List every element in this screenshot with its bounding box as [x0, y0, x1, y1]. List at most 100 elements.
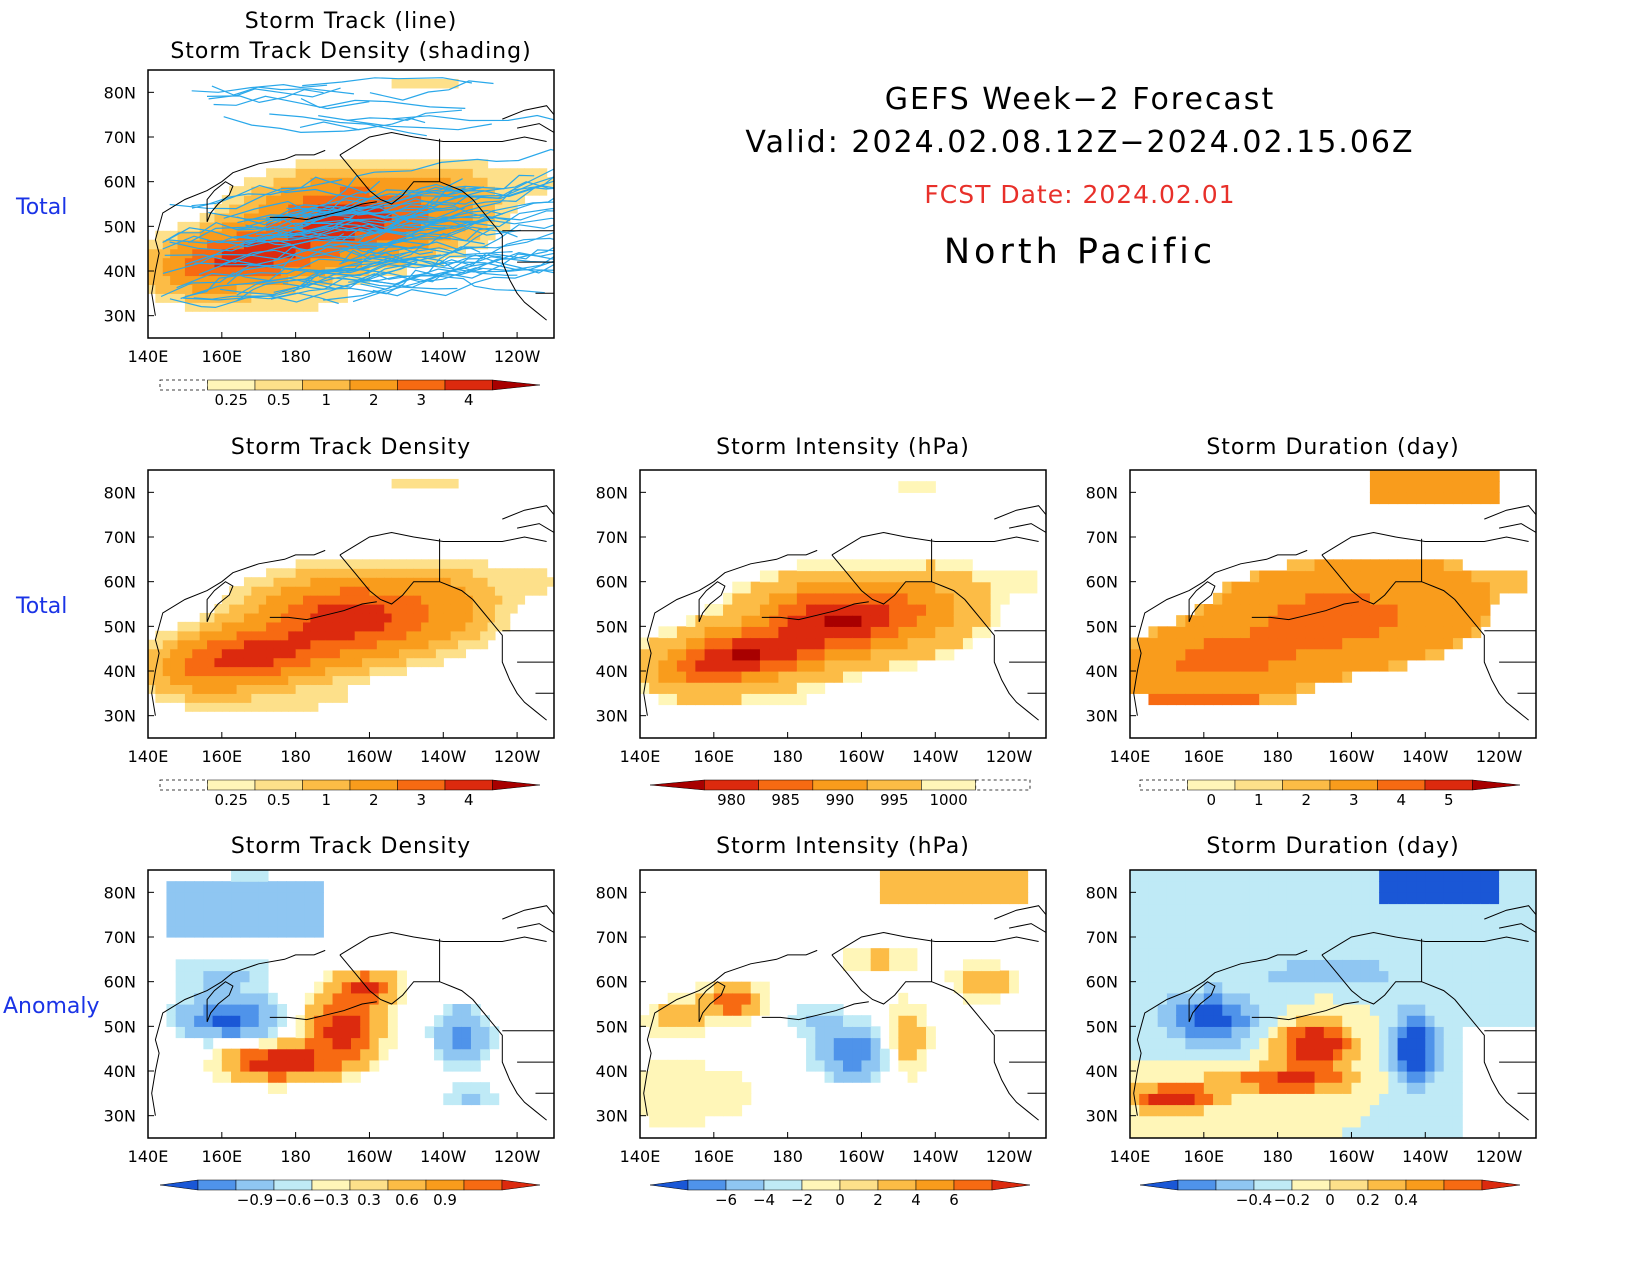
density-cell: [288, 595, 297, 605]
grid-cell: [1508, 948, 1519, 960]
density-cell: [354, 630, 363, 641]
density-cell: [303, 257, 311, 268]
grid-cell: [759, 615, 770, 627]
grid-cell: [750, 592, 761, 605]
density-cell: [170, 657, 179, 668]
grid-cell: [870, 637, 881, 650]
lon-label: 180: [1262, 1147, 1293, 1166]
grid-cell: [1517, 870, 1528, 882]
grid-cell: [1406, 1048, 1417, 1061]
density-cell: [280, 577, 289, 587]
lon-label: 120W: [494, 747, 541, 766]
grid-cell: [1323, 1082, 1334, 1094]
grid-cell: [916, 592, 927, 605]
grid-cell: [1185, 881, 1196, 893]
grid-cell: [1157, 1004, 1168, 1016]
grid-cell: [332, 970, 343, 983]
grid-cell: [1499, 892, 1509, 905]
grid-cell: [1277, 671, 1288, 683]
density-cell: [347, 621, 356, 632]
density-cell: [347, 568, 356, 578]
grid-cell: [1452, 1037, 1463, 1050]
grid-cell: [833, 1071, 844, 1083]
density-cell: [273, 639, 282, 650]
grid-cell: [1508, 570, 1519, 583]
grid-cell: [953, 981, 964, 994]
grid-cell: [1277, 648, 1288, 661]
lat-label: 50N: [104, 1017, 136, 1036]
grid-cell: [926, 570, 936, 583]
grid-cell: [1166, 925, 1177, 938]
grid-cell: [1360, 914, 1371, 927]
grid-cell: [184, 903, 195, 916]
grid-cell: [879, 1059, 890, 1072]
grid-cell: [759, 626, 770, 639]
grid-cell: [1286, 1015, 1297, 1027]
density-cell: [258, 595, 267, 605]
density-cell: [398, 648, 407, 659]
grid-cell: [861, 581, 872, 594]
density-cell: [472, 221, 481, 232]
grid-cell: [1369, 559, 1380, 572]
grid-cell: [1268, 1115, 1279, 1128]
density-cell: [435, 248, 444, 259]
storm-track-line: [211, 85, 355, 96]
density-cell: [332, 657, 341, 668]
grid-cell: [1130, 1004, 1140, 1016]
grid-cell: [1379, 903, 1389, 916]
density-cell: [317, 621, 326, 632]
grid-cell: [778, 659, 789, 672]
grid-cell: [1425, 615, 1436, 627]
grid-cell: [1397, 570, 1408, 583]
density-cell: [236, 693, 245, 703]
grid-cell: [1323, 959, 1334, 972]
grid-cell: [1305, 570, 1316, 583]
grid-cell: [898, 881, 909, 893]
grid-cell: [1157, 948, 1168, 960]
grid-cell: [962, 637, 973, 650]
grid-cell: [658, 626, 669, 639]
grid-cell: [212, 925, 223, 938]
density-cell: [258, 186, 267, 196]
grid-cell: [926, 481, 936, 493]
grid-cell: [990, 981, 1001, 994]
density-cell: [288, 693, 297, 703]
density-cell: [184, 257, 193, 268]
grid-cell: [1369, 1048, 1380, 1061]
grid-cell: [1185, 1115, 1196, 1128]
grid-cell: [1277, 914, 1288, 927]
grid-cell: [267, 1037, 278, 1050]
grid-cell: [1185, 1071, 1196, 1083]
colorbar-label: 995: [880, 791, 909, 809]
grid-cell: [759, 570, 770, 583]
grid-cell: [332, 1071, 343, 1083]
grid-cell: [723, 637, 733, 650]
density-cell: [406, 239, 415, 250]
density-cell: [384, 577, 393, 587]
coastline: [1321, 554, 1529, 721]
grid-cell: [723, 592, 733, 605]
density-cell: [214, 604, 223, 614]
grid-cell: [1185, 959, 1196, 972]
grid-cell: [1342, 570, 1353, 583]
grid-cell: [741, 671, 752, 683]
density-cell: [406, 604, 415, 614]
grid-cell: [1397, 981, 1408, 994]
grid-cell: [1222, 1104, 1233, 1117]
grid-cell: [676, 1026, 687, 1039]
grid-cell: [1176, 626, 1186, 639]
density-cell: [347, 630, 356, 641]
colorbar-segment: [425, 1179, 465, 1191]
grid-cell: [1314, 1059, 1325, 1072]
grid-cell: [852, 581, 863, 594]
density-cell: [443, 621, 452, 632]
grid-cell: [286, 881, 297, 893]
grid-cell: [166, 1015, 177, 1027]
coastline: [761, 601, 869, 621]
grid-cell: [1277, 881, 1288, 893]
storm-track-line: [160, 258, 554, 298]
grid-cell: [944, 648, 955, 661]
grid-cell: [1323, 1093, 1334, 1106]
density-cell: [310, 239, 319, 250]
grid-cell: [1157, 992, 1168, 1005]
